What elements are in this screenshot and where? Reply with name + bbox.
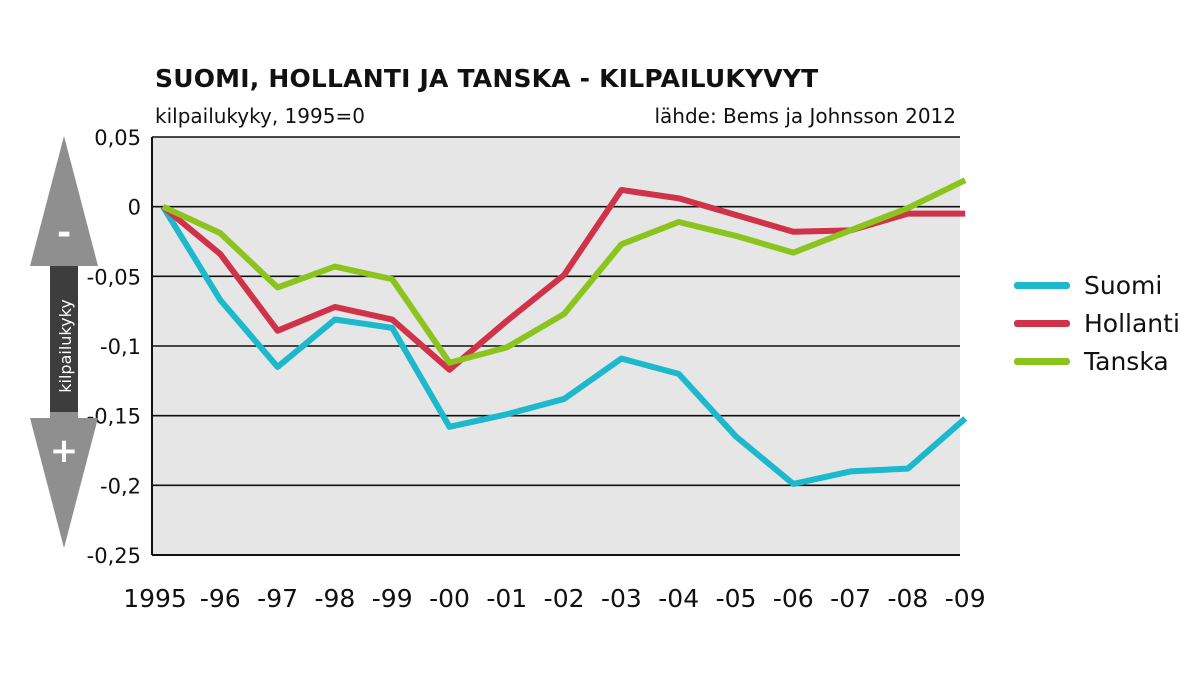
x-tick-label: -98 <box>314 584 355 613</box>
y-tick-label: -0,25 <box>87 544 141 568</box>
legend-swatch-tanska <box>1014 357 1070 365</box>
x-tick-label: 1995 <box>123 584 187 613</box>
x-tick-label: -01 <box>486 584 527 613</box>
x-tick-label: -96 <box>200 584 241 613</box>
x-tick-label: -05 <box>716 584 757 613</box>
legend-label-tanska: Tanska <box>1084 346 1169 376</box>
series-line-tanska <box>161 177 967 366</box>
y-tick-label: -0,1 <box>100 335 141 359</box>
x-tick-label: -06 <box>773 584 814 613</box>
y-tick-label: 0 <box>128 196 141 220</box>
chart-subtitle: kilpailukyky, 1995=0 <box>155 104 365 128</box>
arrow-label-band <box>50 266 78 412</box>
x-tick-label: -09 <box>945 584 986 613</box>
x-tick-labels: 1995 -96 -97 -98 -99 -00 -01 -02 -03 -04 -05 -06 -07… <box>123 584 985 613</box>
y-tick-label: 0,05 <box>94 126 141 150</box>
chart-source: lähde: Bems ja Johnsson 2012 <box>654 104 956 128</box>
arrow-bottom-sign: + <box>50 431 79 471</box>
legend-swatch-hollanti <box>1014 319 1070 327</box>
y-tick-label: -0,2 <box>100 474 141 498</box>
legend-label-hollanti: Hollanti <box>1084 308 1180 338</box>
legend-item-tanska: Tanska <box>1014 342 1180 380</box>
x-tick-label: -97 <box>257 584 298 613</box>
x-tick-label: -99 <box>372 584 413 613</box>
series-lines <box>160 177 968 487</box>
x-tick-label: -08 <box>887 584 928 613</box>
arrow-top-sign: - <box>57 213 71 253</box>
y-axis-label: kilpailukyky <box>56 299 75 392</box>
series-line-hollanti <box>161 186 966 373</box>
x-tick-label: -04 <box>658 584 699 613</box>
x-tick-label: -03 <box>601 584 642 613</box>
legend-item-suomi: Suomi <box>1014 266 1180 304</box>
gridlines <box>151 136 960 556</box>
y-tick-labels: 0,050-0,05-0,1-0,15-0,2-0,25 <box>87 126 141 568</box>
chart-title: SUOMI, HOLLANTI JA TANSKA - KILPAILUKYVY… <box>155 64 819 93</box>
x-tick-label: -02 <box>544 584 585 613</box>
x-tick-label: -07 <box>830 584 871 613</box>
legend-item-hollanti: Hollanti <box>1014 304 1180 342</box>
direction-arrow: - + kilpailukyky <box>30 136 98 548</box>
series-line-suomi <box>160 205 968 487</box>
legend-label-suomi: Suomi <box>1084 270 1163 300</box>
x-tick-label: -00 <box>429 584 470 613</box>
y-tick-label: -0,05 <box>87 265 141 289</box>
legend-swatch-suomi <box>1014 281 1070 289</box>
legend: Suomi Hollanti Tanska <box>1014 266 1180 380</box>
